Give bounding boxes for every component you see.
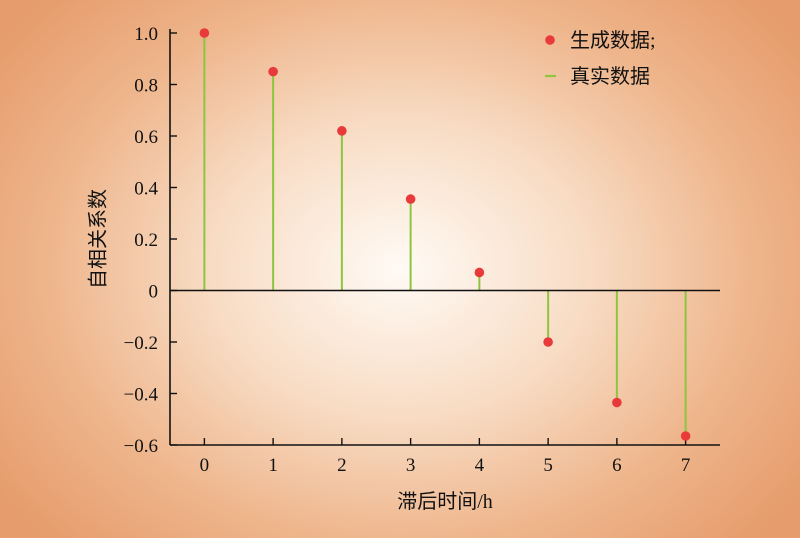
- x-tick-label: 4: [475, 455, 485, 476]
- x-tick-label: 5: [543, 455, 553, 476]
- legend: 生成数据; 真实数据: [545, 29, 656, 88]
- x-tick-label: 7: [681, 455, 691, 476]
- y-tick-label: 0: [149, 282, 159, 303]
- x-tick-label: 3: [406, 455, 416, 476]
- x-ticks: 0 1 2 3 4 5 6 7: [200, 438, 691, 476]
- stem-lines: [203, 33, 687, 436]
- y-tick-label: 1.0: [134, 24, 158, 45]
- data-points: [199, 28, 691, 441]
- data-point: [474, 267, 485, 278]
- y-tick-label: 0.8: [134, 76, 158, 97]
- y-tick-label: −0.6: [124, 436, 158, 457]
- data-point: [268, 66, 278, 77]
- data-point: [543, 337, 553, 347]
- y-tick-label: 0.4: [134, 179, 158, 200]
- y-axis-title: 自相关系数: [87, 189, 110, 289]
- data-point: [199, 28, 210, 38]
- y-tick-label: 0.6: [134, 127, 158, 148]
- data-point: [680, 431, 691, 441]
- data-point: [612, 397, 622, 408]
- x-tick-label: 6: [612, 455, 622, 476]
- y-tick-label: −0.2: [124, 333, 158, 354]
- legend-marker-generated: [545, 35, 555, 45]
- legend-label-generated: 生成数据;: [570, 29, 656, 52]
- y-tick-label: −0.4: [124, 385, 159, 406]
- data-point: [405, 194, 416, 204]
- x-axis-title: 滞后时间/h: [397, 490, 493, 513]
- x-tick-label: 2: [337, 455, 347, 476]
- x-tick-label: 0: [200, 455, 210, 476]
- x-tick-label: 1: [268, 455, 278, 476]
- y-ticks: 1.0 0.8 0.6 0.4 0.2 0 −0.2 −0.4 −0.6: [124, 24, 177, 457]
- data-point: [337, 126, 347, 136]
- y-tick-label: 0.2: [134, 230, 158, 251]
- legend-label-real: 真实数据: [570, 65, 650, 88]
